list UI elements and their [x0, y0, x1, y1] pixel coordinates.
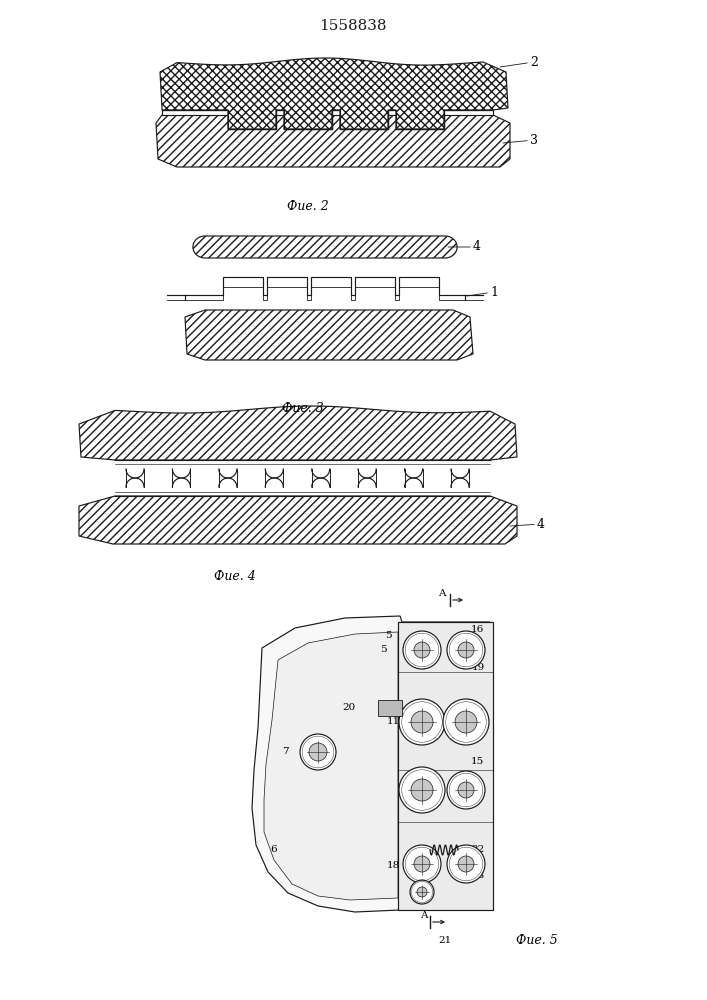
- Circle shape: [458, 642, 474, 658]
- Circle shape: [403, 631, 441, 669]
- Text: 19: 19: [472, 664, 485, 672]
- Circle shape: [403, 845, 441, 883]
- Circle shape: [447, 845, 485, 883]
- Circle shape: [458, 856, 474, 872]
- Text: 2: 2: [500, 55, 538, 68]
- Polygon shape: [264, 632, 398, 900]
- Text: 15: 15: [471, 758, 484, 766]
- Text: 9: 9: [471, 718, 478, 726]
- Circle shape: [443, 699, 489, 745]
- Circle shape: [447, 771, 485, 809]
- Text: Фие. 5: Фие. 5: [516, 934, 558, 946]
- Circle shape: [447, 631, 485, 669]
- Circle shape: [399, 699, 445, 745]
- Text: A: A: [438, 589, 445, 598]
- Text: 1558838: 1558838: [320, 19, 387, 33]
- Circle shape: [300, 734, 336, 770]
- Circle shape: [458, 782, 474, 798]
- Polygon shape: [252, 616, 490, 912]
- Circle shape: [417, 887, 427, 897]
- Text: 4: 4: [448, 240, 481, 253]
- Polygon shape: [193, 236, 457, 258]
- Text: 7: 7: [282, 748, 288, 756]
- Polygon shape: [160, 58, 508, 129]
- Text: 4: 4: [510, 518, 545, 530]
- Text: 21: 21: [438, 936, 451, 945]
- Circle shape: [399, 767, 445, 813]
- Text: 1: 1: [467, 286, 498, 298]
- Polygon shape: [185, 310, 473, 360]
- Text: Фие. 4: Фие. 4: [214, 570, 256, 584]
- Text: 6: 6: [270, 846, 276, 854]
- Polygon shape: [79, 406, 517, 460]
- Text: 16: 16: [471, 626, 484, 635]
- Polygon shape: [156, 115, 510, 167]
- Text: 13: 13: [471, 786, 484, 794]
- Text: 3: 3: [503, 133, 538, 146]
- Circle shape: [455, 711, 477, 733]
- Text: 23: 23: [471, 871, 484, 880]
- Circle shape: [414, 642, 430, 658]
- Polygon shape: [162, 110, 493, 129]
- Circle shape: [410, 880, 434, 904]
- Text: 22: 22: [471, 846, 484, 854]
- Circle shape: [309, 743, 327, 761]
- Text: Фие. 3: Фие. 3: [282, 401, 324, 414]
- Circle shape: [414, 856, 430, 872]
- Text: 5: 5: [380, 646, 387, 654]
- Text: 11: 11: [387, 718, 400, 726]
- Bar: [398, 622, 493, 910]
- Text: 18: 18: [387, 861, 400, 870]
- Bar: [378, 700, 402, 716]
- Text: 5: 5: [385, 631, 392, 640]
- Circle shape: [411, 711, 433, 733]
- Circle shape: [411, 779, 433, 801]
- Polygon shape: [79, 496, 517, 544]
- Text: A: A: [420, 911, 428, 920]
- Text: 20: 20: [342, 704, 355, 712]
- Text: Фие. 2: Фие. 2: [287, 200, 329, 214]
